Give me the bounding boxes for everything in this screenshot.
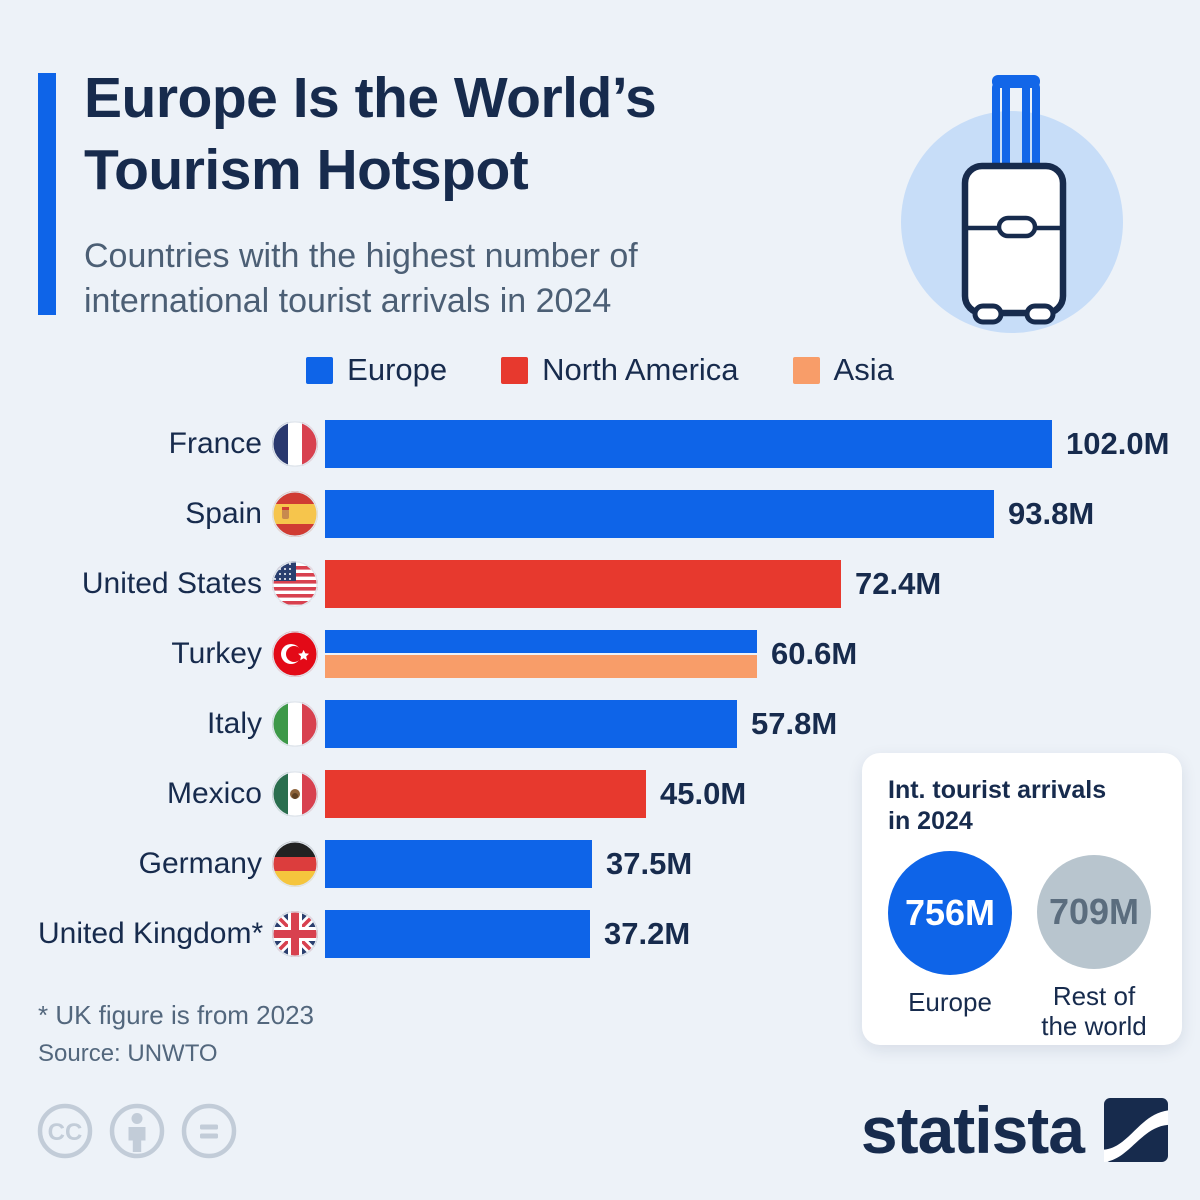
statista-logo-icon (1104, 1098, 1168, 1162)
rest-of-world-circle: 709M (1037, 855, 1151, 969)
legend-item-north-america: North America (501, 352, 739, 388)
statista-wordmark: statista (860, 1093, 1085, 1167)
legend-swatch (792, 356, 820, 384)
chart-row-tr: Turkey 60.6M (38, 619, 1188, 689)
bar-value-label: 72.4M (855, 566, 942, 601)
title-accent-bar (38, 73, 56, 315)
legend-label: Asia (833, 352, 894, 387)
rest-of-world-label: Rest of the world (1041, 981, 1147, 1041)
chart-row-mx: Mexico 45.0M (38, 759, 1188, 829)
bar (325, 560, 841, 608)
bar (325, 420, 1052, 468)
bar-value-label: 60.6M (771, 636, 858, 671)
flag-icon-fr (272, 421, 318, 467)
page-subtitle-line2: international tourist arrivals in 2024 (84, 282, 612, 320)
rest-of-world-total: 709M Rest of the world (1032, 855, 1156, 1041)
country-label: Mexico (166, 777, 262, 810)
bar (325, 840, 592, 888)
chart-row-es: Spain 93.8M (38, 479, 1188, 549)
legend-label: North America (542, 352, 739, 387)
cc-nd-equals-icon (181, 1103, 237, 1159)
country-label: United Kingdom* (38, 917, 264, 950)
legend-label: Europe (347, 352, 448, 387)
source-note: Source: UNWTO (38, 1040, 218, 1067)
bar-segment-asia (325, 655, 757, 678)
summary-panel-title-line1: Int. tourist arrivals (888, 776, 1107, 804)
bar-value-label: 45.0M (660, 776, 747, 811)
statista-brand: statista (860, 1093, 1168, 1167)
page-subtitle-line1: Countries with the highest number of (84, 237, 638, 275)
country-label: Germany (138, 847, 262, 880)
flag-icon-de (272, 841, 318, 887)
flag-icon-tr (272, 631, 318, 677)
flag-icon-gb (272, 911, 318, 957)
bar-segment-europe (325, 630, 757, 653)
page-subtitle: Countries with the highest number of int… (84, 234, 638, 324)
summary-panel-title-line2: in 2024 (888, 807, 973, 835)
europe-total: 756M Europe (888, 851, 1012, 1017)
svg-text:CC: CC (48, 1119, 83, 1146)
cc-icon: CC (37, 1103, 93, 1159)
footnote: * UK figure is from 2023 (38, 1000, 315, 1030)
cc-by-person-icon (109, 1103, 165, 1159)
bar-value-label: 37.5M (606, 846, 693, 881)
chart-row-de: Germany 37.5M (38, 829, 1188, 899)
page-title-line2: Tourism Hotspot (84, 138, 529, 202)
bar (325, 700, 737, 748)
country-label: Turkey (171, 637, 262, 670)
flag-icon-mx (272, 771, 318, 817)
legend-item-asia: Asia (792, 352, 894, 388)
bar-value-label: 93.8M (1008, 496, 1095, 531)
bar-chart: France 102.0M Spain 93.8M United States 72.4M… (38, 409, 1188, 969)
flag-icon-us (272, 561, 318, 607)
country-label: Italy (206, 707, 262, 740)
summary-panel: Int. tourist arrivals in 2024 756M Europ… (862, 753, 1182, 1045)
suitcase-icon (895, 68, 1130, 343)
country-label: Spain (185, 497, 262, 530)
chart-row-it: Italy 57.8M (38, 689, 1188, 759)
bar-value-label: 57.8M (751, 706, 838, 741)
legend-swatch (501, 356, 529, 384)
bar-value-label: 37.2M (604, 916, 691, 951)
legend-swatch (306, 356, 334, 384)
flag-icon-es (272, 491, 318, 537)
chart-legend: Europe North America Asia (0, 352, 1200, 388)
chart-row-gb: United Kingdom* 37.2M (38, 899, 1188, 969)
bar (325, 490, 994, 538)
license-icons: CC (36, 1102, 238, 1160)
country-label: France (168, 427, 262, 460)
page-title-line1: Europe Is the World’s (84, 66, 657, 130)
bar-value-label: 102.0M (1066, 426, 1170, 461)
chart-row-fr: France 102.0M (38, 409, 1188, 479)
country-label: United States (81, 567, 262, 600)
chart-row-us: United States 72.4M (38, 549, 1188, 619)
page-title: Europe Is the World’s Tourism Hotspot (84, 62, 657, 206)
flag-icon-it (272, 701, 318, 747)
europe-total-circle: 756M (888, 851, 1012, 975)
legend-item-europe: Europe (306, 352, 447, 388)
bar (325, 770, 646, 818)
summary-panel-title: Int. tourist arrivals in 2024 (888, 775, 1156, 837)
europe-total-label: Europe (908, 987, 992, 1017)
bar (325, 910, 590, 958)
